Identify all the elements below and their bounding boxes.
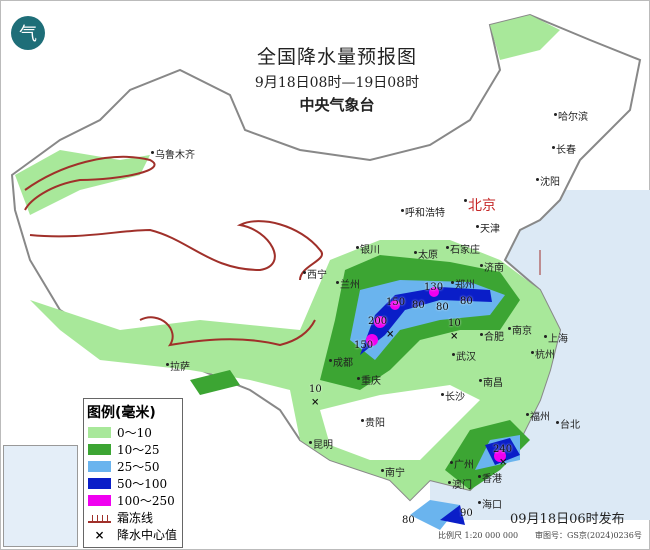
city-label: 济南 [480,263,504,274]
city-label: 石家庄 [446,245,480,256]
swatch [88,427,111,438]
city-label: 太原 [414,250,438,261]
city-label: 杭州 [531,350,555,361]
city-label: 广州 [450,460,474,471]
city-label: 沈阳 [536,177,560,188]
legend-item: 50～100 [88,475,182,492]
legend-label: 10～25 [117,443,160,457]
rain-center-value: 150 [386,297,406,308]
map-scale: 比例尺 1:20 000 000 [438,531,519,540]
city-label: 西宁 [303,270,327,281]
rain-center-value: 80 [460,296,473,307]
rain-center-x-icon: × [450,331,459,342]
rain-center-value: 150 [354,340,374,351]
rain-center-x-icon: × [499,457,508,468]
weather-logo-icon: 气 [11,16,45,50]
rain-center-x-icon: × [386,329,395,340]
city-label: 成都 [329,358,353,369]
city-label: 银川 [356,245,380,256]
city-label: 南京 [508,326,532,337]
rain-0-10-xinjiang [15,150,150,215]
rain-center-value: 90 [460,508,473,519]
city-label: 福州 [526,412,550,423]
publish-time: 09月18日06时发布 [510,512,625,527]
legend-label: 100～250 [117,494,175,508]
x-mark-icon: × [94,527,105,542]
city-label: 呼和浩特 [401,208,445,219]
rain-center-value: 80 [436,302,449,313]
south-china-sea-inset [3,445,78,547]
swatch [88,495,111,506]
city-label: 南昌 [479,378,503,389]
city-label: 上海 [544,334,568,345]
rain-center-value: 10 [309,384,322,395]
city-label: 合肥 [480,332,504,343]
legend-label: 0～10 [117,426,152,440]
city-label: 长沙 [441,392,465,403]
city-label: 拉萨 [166,362,190,373]
city-label: 兰州 [336,280,360,291]
legend-item: 100～250 [88,492,182,509]
frost-line-icon [88,512,111,523]
legend: 图例(毫米) 0～10 10～25 25～50 50～100 100～250 霜… [83,398,183,548]
legend-label: 50～100 [117,477,168,491]
city-label: 天津 [476,224,500,235]
rain-center-x-icon: × [311,397,320,408]
legend-item: 0～10 [88,424,182,441]
city-label: 南宁 [381,468,405,479]
legend-label: 降水中心值 [117,528,178,542]
city-label: 乌鲁木齐 [151,150,195,161]
rain-center-value: 80 [402,515,415,526]
city-label: 香港 [478,474,502,485]
city-label: 海口 [478,500,502,511]
city-label: 重庆 [357,376,381,387]
city-label: 台北 [556,420,580,431]
legend-title: 图例(毫米) [87,405,156,421]
rain-center-value: 200 [368,316,388,327]
city-label: 北京 [464,198,496,214]
city-label: 贵阳 [361,418,385,429]
city-label: 长春 [552,145,576,156]
legend-item: 25～50 [88,458,182,475]
legend-item: 10～25 [88,441,182,458]
swatch [88,461,111,472]
issuer: 中央气象台 [299,96,375,114]
city-label: 郑州 [451,280,475,291]
city-label: 昆明 [309,440,333,451]
rain-center-value: 10 [448,318,461,329]
rain-25-50 [350,280,520,530]
rain-center-value: 80 [412,300,425,311]
legend-item: 霜冻线 [88,509,182,526]
frost-line [24,155,324,347]
rain-center-value: 130 [424,282,444,293]
legend-label: 25～50 [117,460,160,474]
rain-0-10-north [490,15,560,60]
legend-item: × 降水中心值 [88,526,182,543]
city-label: 澳门 [448,480,472,491]
city-label: 武汉 [452,352,476,363]
map-title: 全国降水量预报图 [256,46,417,68]
forecast-period: 9月18日08时—19日08时 [254,75,420,91]
swatch [88,478,111,489]
rain-center-value: 240 [493,444,513,455]
rain-100-250 [366,287,506,462]
swatch [88,444,111,455]
city-label: 哈尔滨 [554,112,588,123]
rain-none-southwest [320,385,480,460]
legend-label: 霜冻线 [117,511,154,525]
review-number: 审图号：GS京(2024)0236号 [535,531,642,540]
